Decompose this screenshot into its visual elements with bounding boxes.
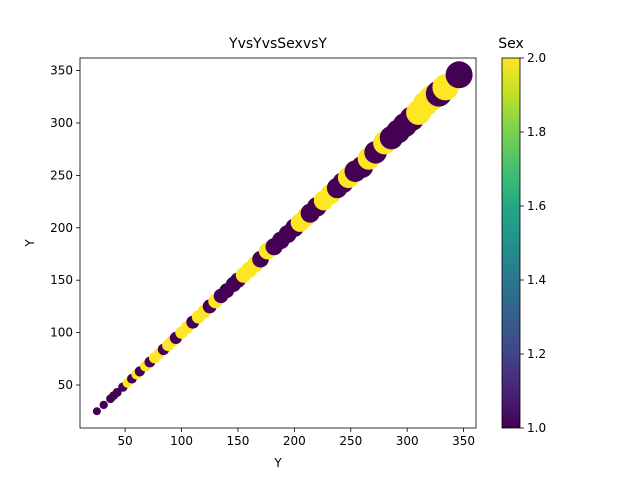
colorbar-tick-label: 1.8 bbox=[527, 125, 546, 139]
colorbar-label: Sex bbox=[498, 36, 524, 52]
y-tick-label: 100 bbox=[50, 326, 73, 340]
y-tick-label: 350 bbox=[50, 64, 73, 78]
x-tick-label: 50 bbox=[117, 434, 132, 448]
x-tick-label: 350 bbox=[452, 434, 475, 448]
x-tick-label: 300 bbox=[396, 434, 419, 448]
chart-title: YvsYvsSexvsY bbox=[228, 36, 327, 52]
scatter-point bbox=[445, 61, 473, 89]
y-tick-label: 150 bbox=[50, 273, 73, 287]
y-tick-label: 300 bbox=[50, 116, 73, 130]
points-layer bbox=[92, 61, 473, 416]
scatter-point bbox=[99, 400, 108, 410]
colorbar-tick-label: 1.4 bbox=[527, 273, 546, 287]
plot-frame bbox=[79, 57, 477, 429]
colorbar-tick-label: 1.0 bbox=[527, 421, 546, 435]
colorbar-tick-label: 1.2 bbox=[527, 347, 546, 361]
colorbar-tick-label: 1.6 bbox=[527, 199, 546, 213]
x-tick-label: 200 bbox=[283, 434, 306, 448]
y-axis-ticks: 50 100 150 200 250 300 350 bbox=[50, 64, 80, 392]
y-tick-label: 200 bbox=[50, 221, 73, 235]
x-tick-label: 250 bbox=[339, 434, 362, 448]
y-axis-label: Y bbox=[23, 239, 37, 248]
y-tick-label: 50 bbox=[58, 378, 73, 392]
x-tick-label: 150 bbox=[226, 434, 249, 448]
x-axis-label: Y bbox=[273, 456, 282, 470]
colorbar bbox=[501, 57, 521, 429]
y-tick-label: 250 bbox=[50, 168, 73, 182]
colorbar-ticks: 1.0 1.2 1.4 1.6 1.8 2.0 bbox=[520, 51, 546, 435]
x-axis-ticks: 50 100 150 200 250 300 350 bbox=[117, 428, 475, 448]
colorbar-tick-label: 2.0 bbox=[527, 51, 546, 65]
scatter-point bbox=[92, 407, 101, 416]
x-tick-label: 100 bbox=[170, 434, 193, 448]
